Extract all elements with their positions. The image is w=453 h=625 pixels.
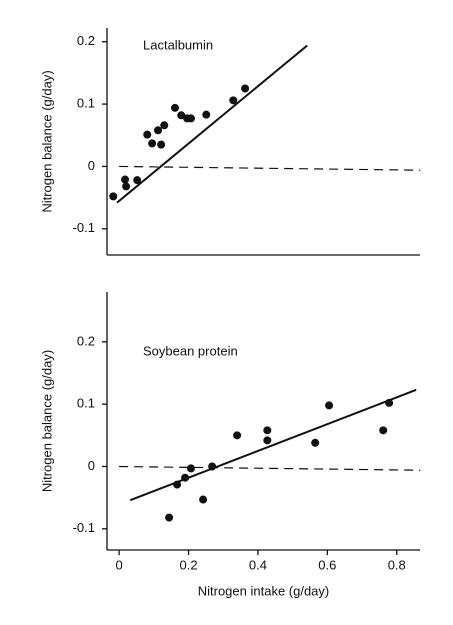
point (263, 436, 272, 445)
x-tick-label: 0.8 (388, 557, 406, 572)
point (157, 140, 166, 149)
point (109, 192, 118, 201)
reference-line (119, 465, 421, 471)
annotation: Lactalbumin (143, 37, 213, 52)
point (263, 426, 272, 435)
y-tick-label: -0.1 (73, 520, 95, 535)
x-axis-label: Nitrogen intake (g/day) (198, 583, 330, 598)
x-tick-label: 0 (116, 557, 123, 572)
y-tick-label: -0.1 (73, 220, 95, 235)
point (177, 111, 186, 120)
point (154, 126, 163, 135)
point (121, 175, 130, 184)
y-tick-label: 0 (88, 458, 95, 473)
point (165, 513, 174, 522)
y-tick-label: 0.2 (77, 333, 95, 348)
x-tick-label: 0.4 (249, 557, 267, 572)
point (199, 495, 208, 504)
point (186, 114, 195, 123)
point (241, 84, 250, 93)
point (233, 431, 242, 440)
point (122, 182, 131, 191)
annotation: Soybean protein (143, 343, 238, 358)
fit-line (116, 44, 308, 204)
point (173, 480, 182, 489)
point (208, 462, 217, 471)
point (171, 103, 180, 112)
point (385, 398, 394, 407)
y-tick-label: 0.1 (77, 96, 95, 111)
y-tick-label: 0.1 (77, 396, 95, 411)
point (181, 473, 190, 482)
y-axis-label: Nitrogen balance (g/day) (39, 350, 54, 492)
point (143, 130, 152, 139)
x-tick-label: 0.2 (180, 557, 198, 572)
reference-line (119, 165, 421, 171)
point (133, 176, 142, 185)
point (229, 96, 238, 105)
point (202, 110, 211, 119)
y-tick-label: 0.2 (77, 33, 95, 48)
x-tick-label: 0.6 (318, 557, 336, 572)
point (160, 121, 169, 130)
y-axis-label: Nitrogen balance (g/day) (39, 70, 54, 212)
point (325, 401, 334, 410)
y-tick-label: 0 (88, 158, 95, 173)
point (311, 438, 320, 447)
point (186, 464, 195, 473)
fit-line (129, 388, 417, 502)
point (379, 426, 388, 435)
point (148, 139, 157, 148)
